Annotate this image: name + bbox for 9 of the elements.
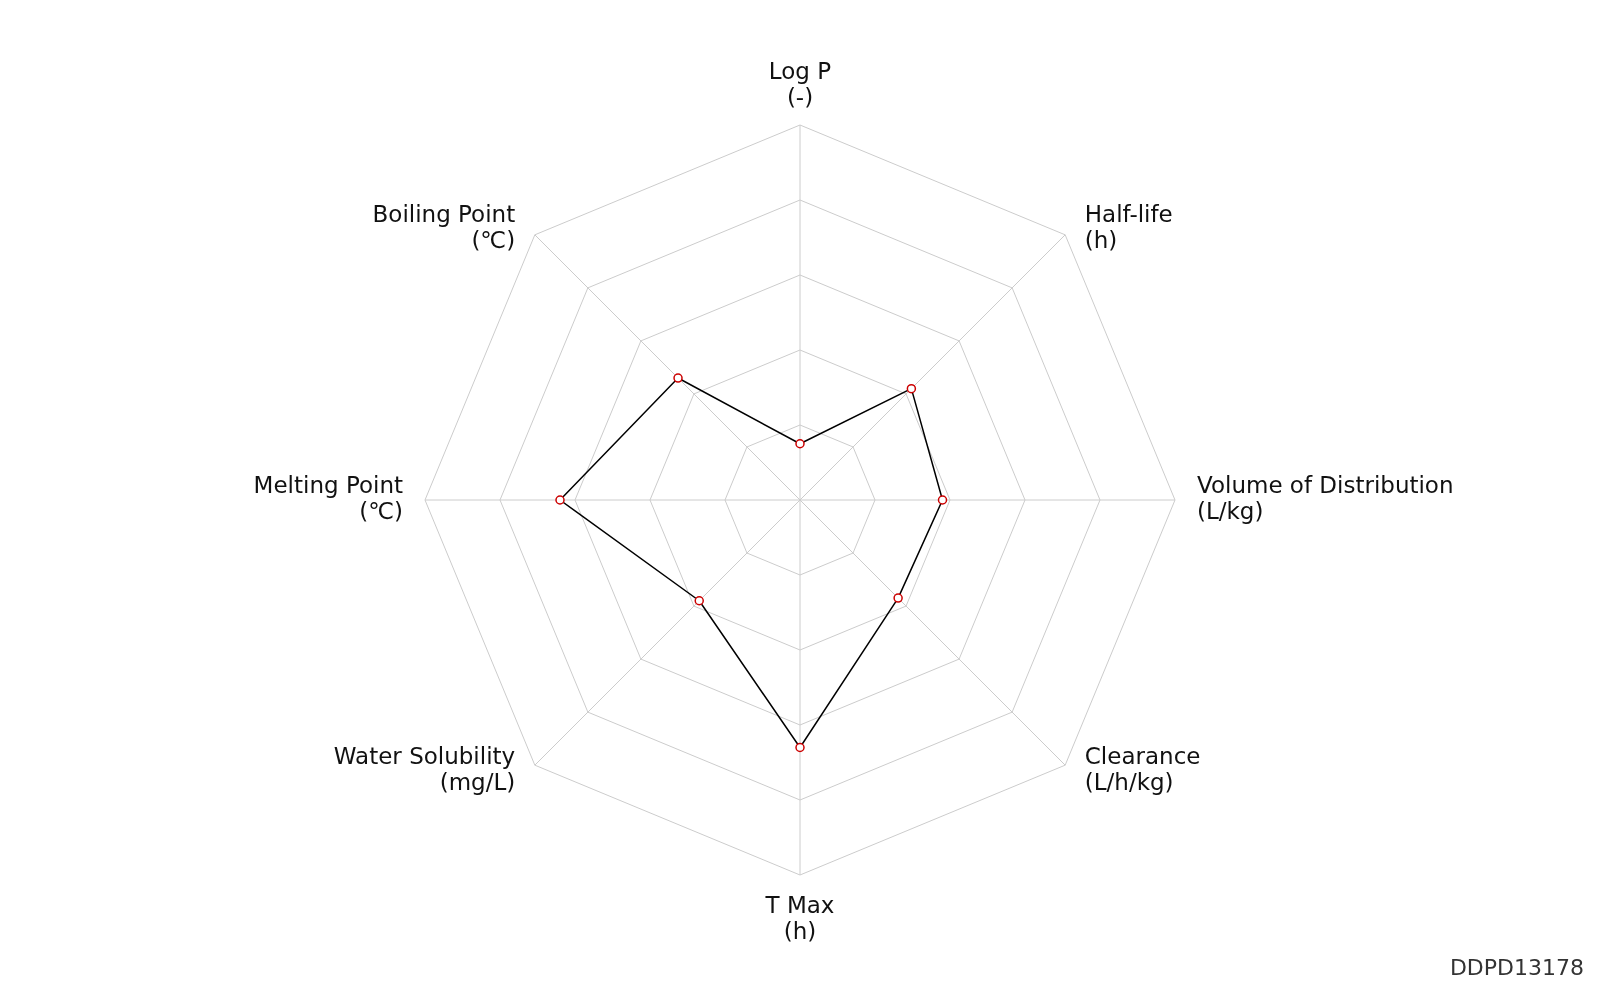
spoke-label: T Max (h): [764, 892, 835, 944]
spoke-label: Volume of Distribution (L/kg): [1197, 472, 1454, 524]
spoke-label: Water Solubility (mg/L): [333, 742, 516, 795]
spoke-label: Clearance (L/h/kg): [1084, 742, 1201, 795]
text: DDPD13178: [1449, 955, 1584, 980]
spoke-label: Melting Point (℃): [253, 472, 403, 524]
spoke-label: Boiling Point (℃): [372, 201, 516, 254]
spoke-label: Log P (-): [768, 58, 832, 110]
spoke-label: Half-life (h): [1084, 201, 1173, 254]
